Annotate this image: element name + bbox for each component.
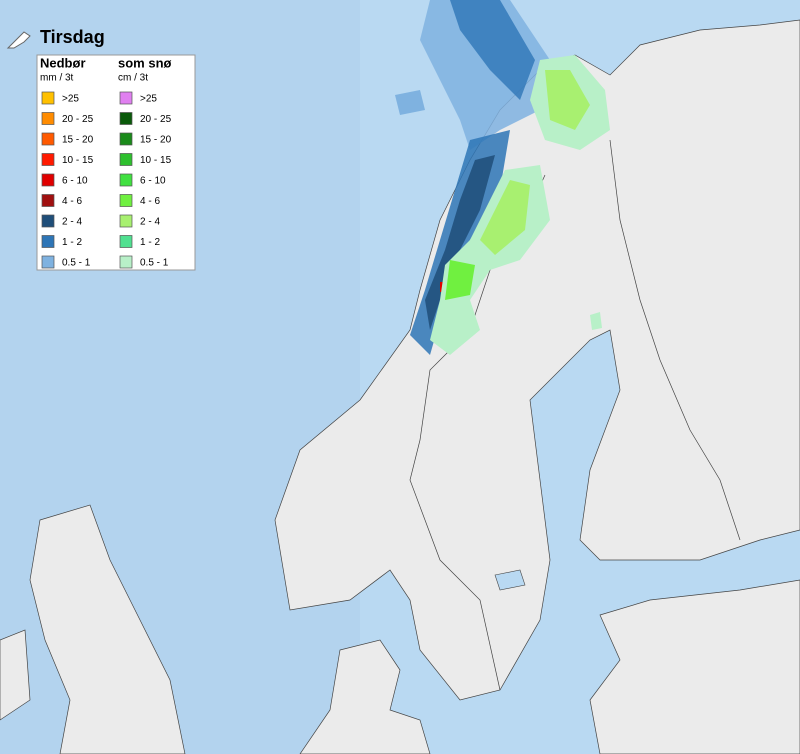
border	[609, 139, 741, 541]
legend-swatch	[119, 91, 133, 105]
legend-label: >25	[62, 94, 79, 105]
snow-area	[445, 260, 475, 300]
precip-area	[395, 90, 425, 115]
legend-label: 4 - 6	[140, 196, 160, 207]
legend-swatch	[119, 173, 133, 187]
legend-swatch	[41, 173, 55, 187]
land-scandinavia	[274, 19, 800, 701]
legend-label: 4 - 6	[62, 196, 82, 207]
legend-swatch	[41, 132, 55, 146]
legend-title: som snø	[118, 55, 172, 70]
snow-area	[480, 180, 530, 255]
legend-swatch	[119, 153, 133, 166]
legend-swatch	[41, 112, 55, 125]
land-ireland	[0, 629, 31, 721]
icon	[6, 31, 31, 49]
legend-label: 2 - 4	[140, 217, 160, 228]
legend-label: 10 - 15	[140, 155, 172, 166]
legend-label: >25	[140, 94, 157, 105]
land-britain	[29, 504, 186, 754]
legend-swatch	[119, 214, 133, 228]
legend-label: 20 - 25	[140, 114, 172, 125]
legend-label: 6 - 10	[140, 176, 166, 187]
lake	[494, 569, 526, 591]
legend-title: Nedbør	[40, 55, 86, 70]
legend: Nedbør mm / 3t som snø cm / 3t >25 20 - 2…	[36, 54, 196, 271]
legend-swatch	[119, 235, 133, 248]
legend-label: 10 - 15	[62, 155, 94, 166]
legend-swatch	[119, 255, 133, 269]
legend-swatch	[41, 91, 55, 105]
legend-unit: cm / 3t	[118, 73, 148, 84]
title: Tirsdag	[40, 27, 105, 47]
legend-swatch	[119, 112, 133, 125]
legend-label: 1 - 2	[62, 237, 82, 248]
legend-swatch	[41, 255, 55, 269]
legend-label: 20 - 25	[62, 114, 94, 125]
legend-label: 2 - 4	[62, 217, 82, 228]
legend-label: 6 - 10	[62, 176, 88, 187]
legend-label: 0.5 - 1	[62, 258, 91, 269]
legend-swatch	[41, 194, 55, 207]
legend-label: 1 - 2	[140, 237, 160, 248]
snow-area	[545, 70, 590, 130]
snow-area	[590, 312, 602, 330]
land-denmark	[299, 639, 431, 754]
legend-swatch	[41, 214, 55, 228]
legend-swatch	[119, 194, 133, 207]
precip-area	[450, 0, 535, 100]
legend-swatch	[119, 132, 133, 146]
legend-label: 15 - 20	[62, 135, 94, 146]
legend-box	[36, 54, 196, 271]
land-baltics	[589, 579, 800, 754]
legend-label: 0.5 - 1	[140, 258, 169, 269]
legend-swatch	[41, 153, 55, 166]
legend-label: 15 - 20	[140, 135, 172, 146]
legend-unit: mm / 3t	[40, 73, 74, 84]
legend-swatch	[41, 235, 55, 248]
